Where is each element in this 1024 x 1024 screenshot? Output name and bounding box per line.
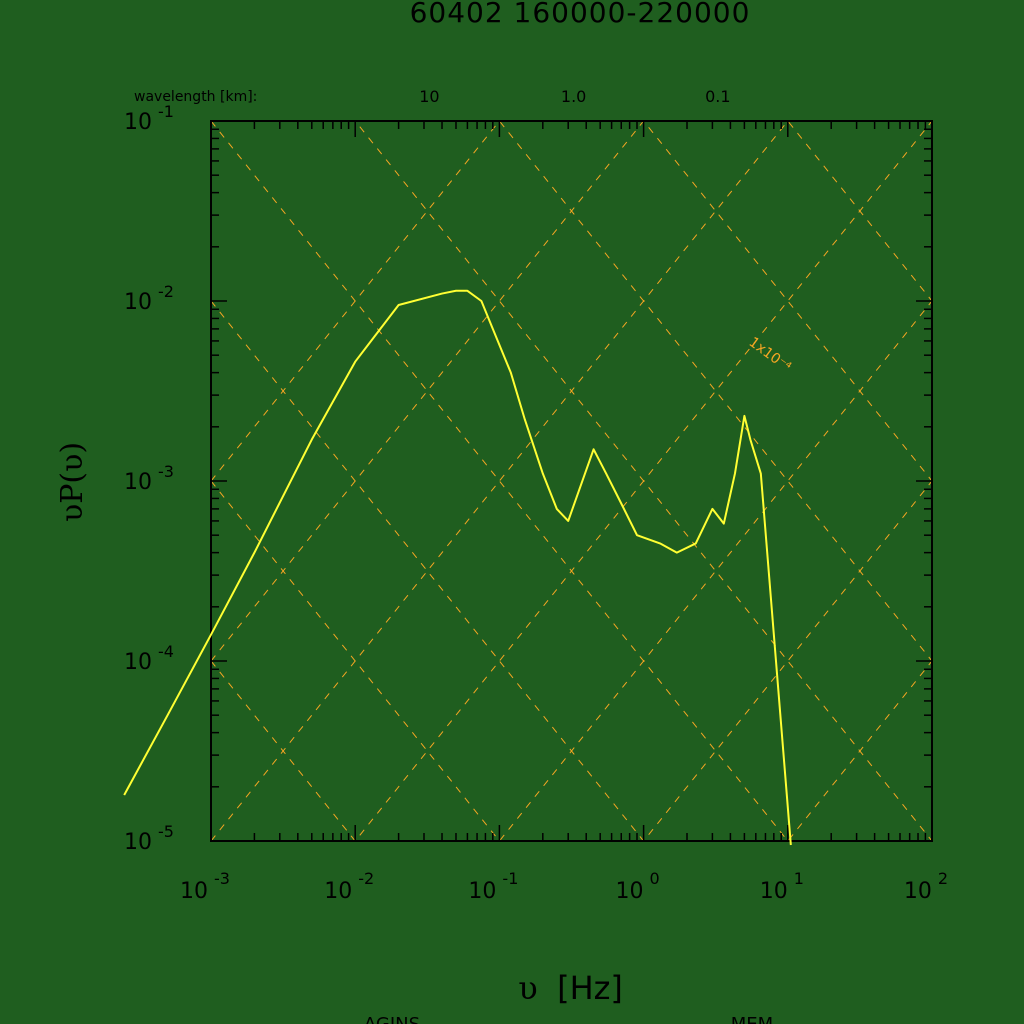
y-tick-label: 10 -2 xyxy=(124,282,174,315)
x-tick-label: 10-3 xyxy=(180,869,230,904)
chart-title: 60402 160000-220000 xyxy=(410,0,751,29)
y-tick-label: 10 -4 xyxy=(124,642,174,675)
slope-label: 1x10⁻⁴ xyxy=(746,334,795,375)
y-tick-labels: 10-5 10-4 10-3 10-2 10-1 xyxy=(124,102,174,855)
footer-mem: MEM xyxy=(731,1014,773,1024)
reference-line-falling xyxy=(211,480,501,841)
top-axis-label: wavelength [km]: xyxy=(134,89,257,105)
reference-line-falling xyxy=(498,121,932,662)
footer-agins: AGINS xyxy=(364,1014,420,1024)
reference-line-rising xyxy=(642,480,932,841)
plot-frame xyxy=(210,120,933,842)
series-line xyxy=(123,289,792,846)
x-tick-label: 101 xyxy=(760,869,804,904)
reference-line-falling xyxy=(211,300,645,841)
reference-line-rising xyxy=(211,121,789,841)
reference-line-falling xyxy=(211,121,789,841)
y-axis-label: υP(υ) xyxy=(55,442,90,522)
x-tick-labels: 10-3 10-2 10-1 100 101 102 xyxy=(180,869,948,904)
reference-line-falling xyxy=(354,121,932,841)
axis-ticks xyxy=(210,121,932,842)
y-tick-label: 10 -3 xyxy=(124,462,174,495)
x-tick-label: 102 xyxy=(904,869,948,904)
y-tick-label: 10 -1 xyxy=(124,102,174,135)
top-axis-tick-labels: 10 1.0 0.1 xyxy=(419,87,730,106)
x-tick-label: 100 xyxy=(616,869,660,904)
reference-lines xyxy=(211,121,932,841)
top-axis-tick-label: 10 xyxy=(419,87,439,106)
reference-line-rising xyxy=(498,300,932,841)
x-tick-label: 10-2 xyxy=(324,869,374,904)
x-axis-symbol: υ xyxy=(518,969,537,1007)
x-axis-unit: [Hz] xyxy=(557,969,623,1007)
reference-line-falling xyxy=(642,121,932,482)
top-axis-tick-label: 0.1 xyxy=(705,87,730,106)
series-layer xyxy=(123,289,792,846)
top-axis-tick-label: 1.0 xyxy=(561,87,586,106)
y-tick-label: 10 -5 xyxy=(124,822,174,855)
x-tick-label: 10-1 xyxy=(468,869,518,904)
reference-line-rising xyxy=(211,121,501,482)
